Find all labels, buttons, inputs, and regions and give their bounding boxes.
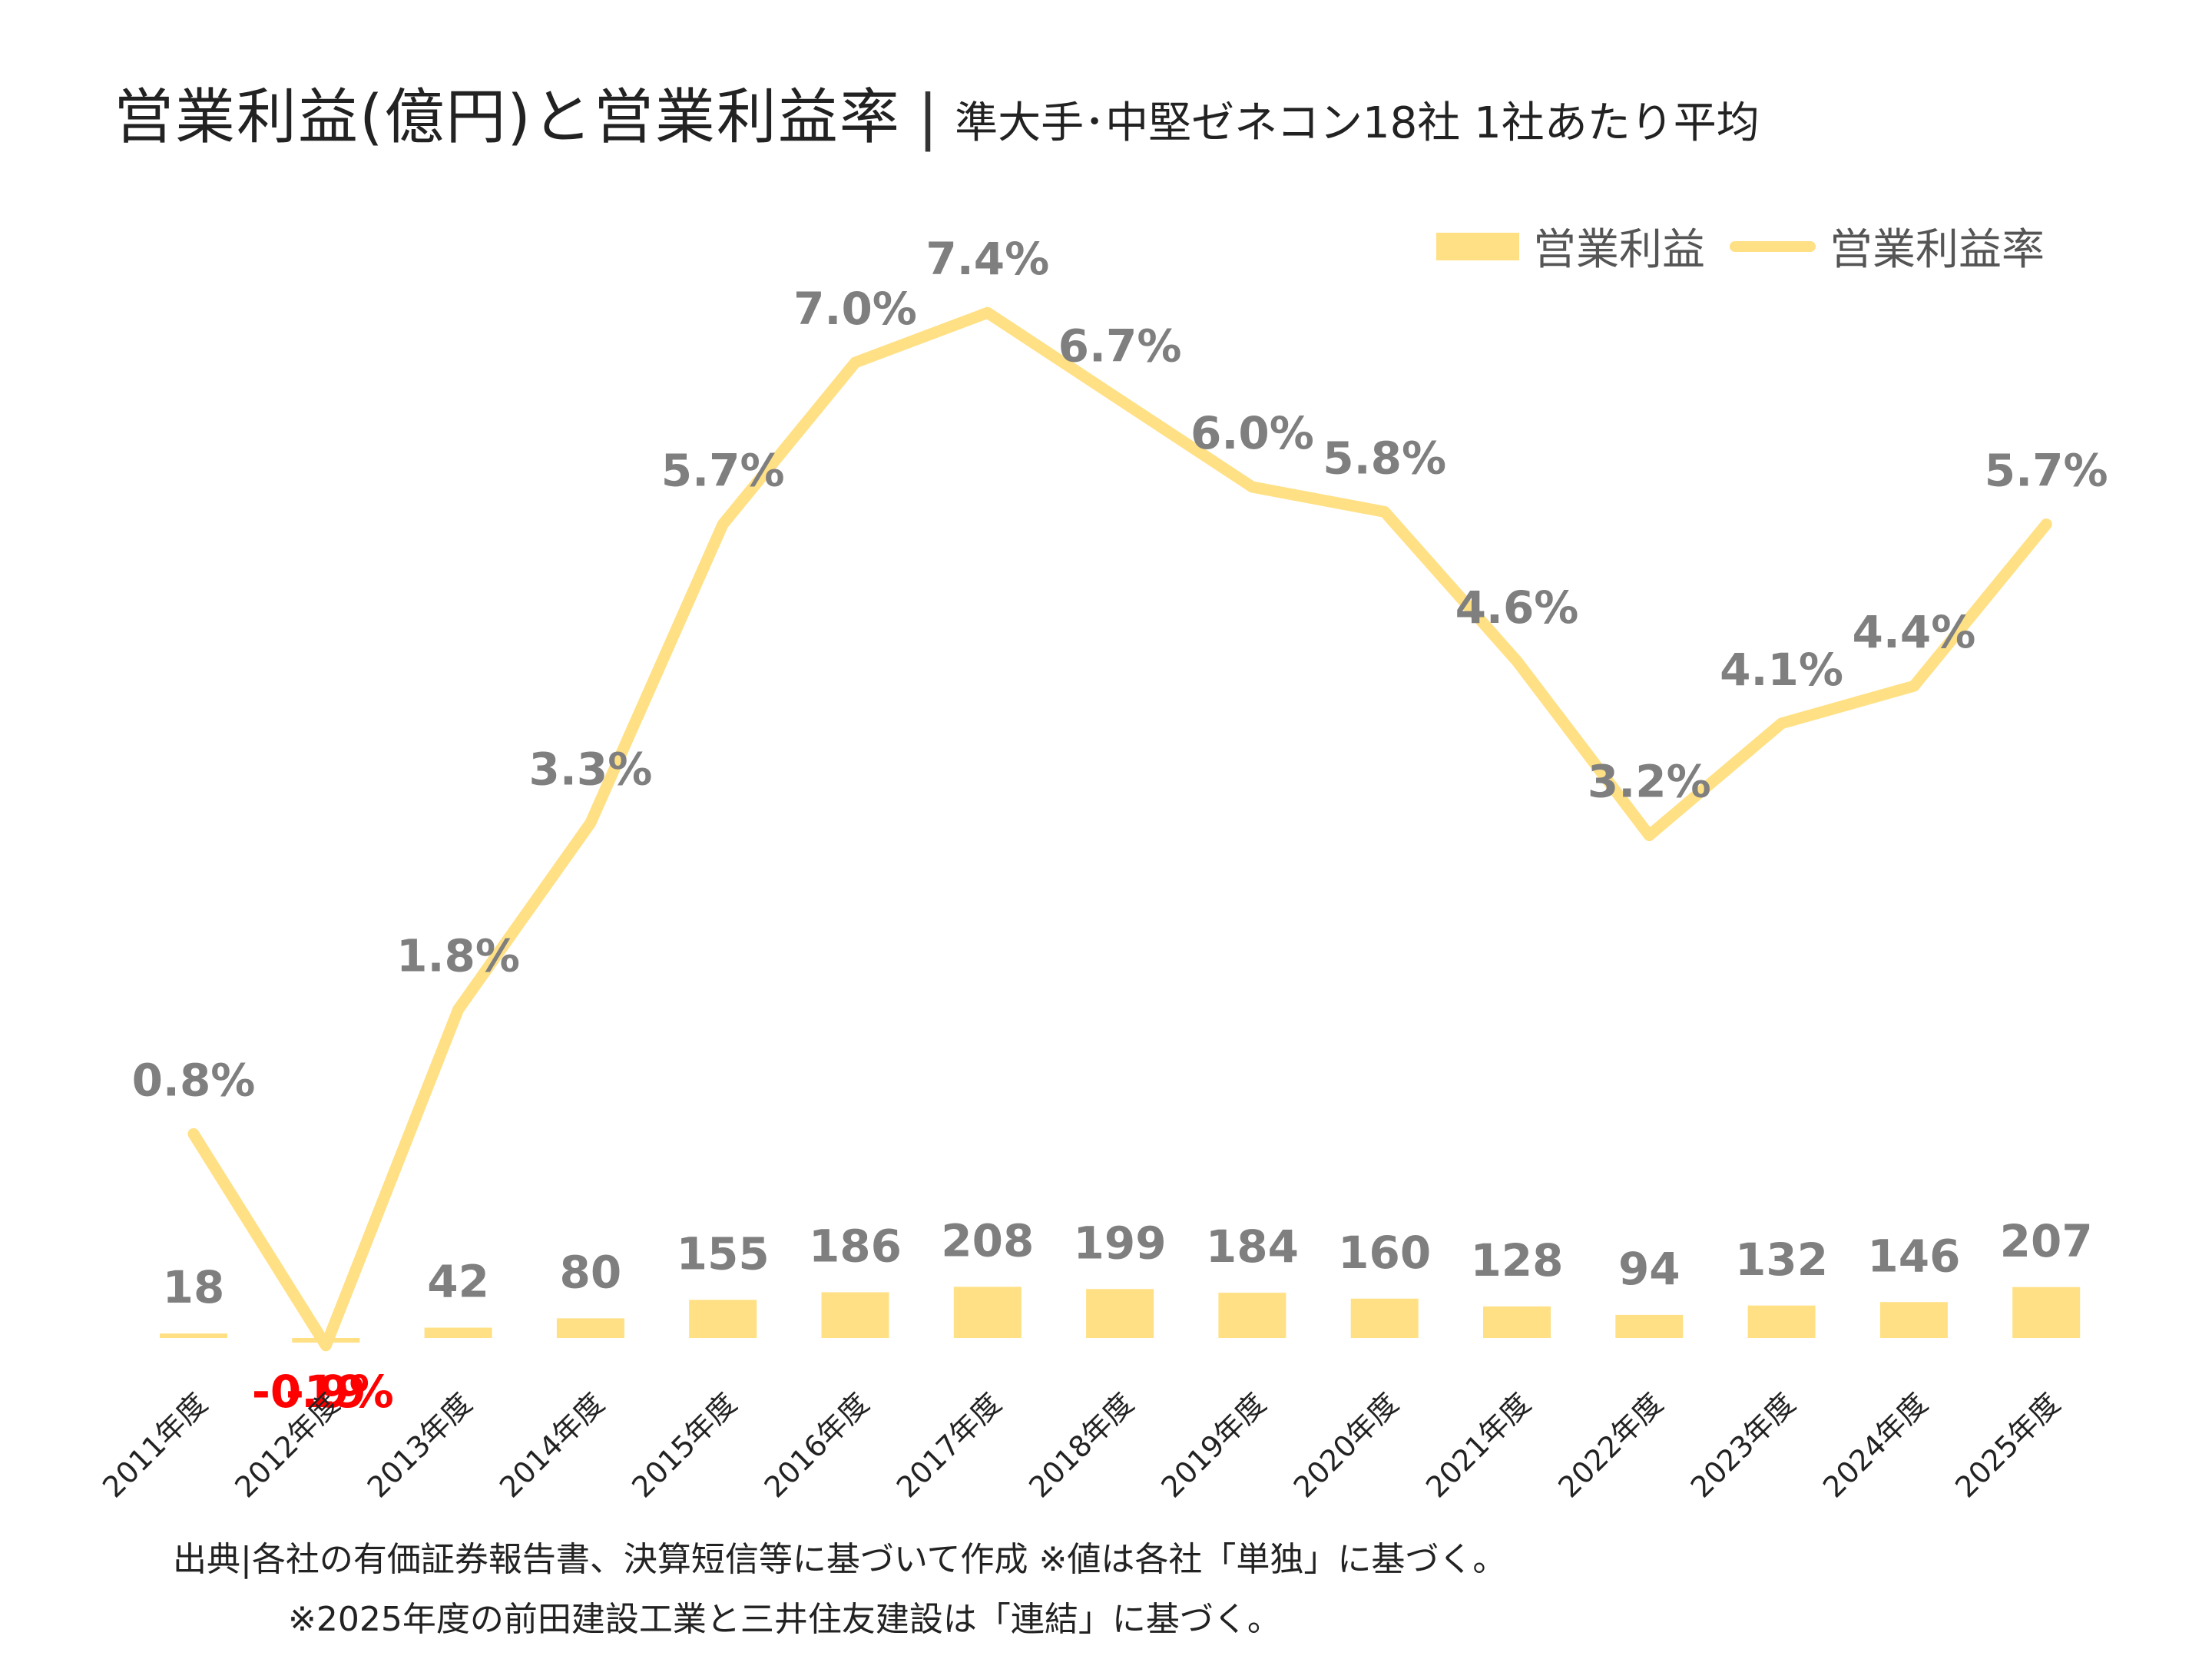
operating-profit-bar <box>953 1286 1022 1338</box>
operating-profit-bar <box>1615 1314 1684 1338</box>
operating-margin-point <box>191 1131 196 1137</box>
operating-profit-bar <box>821 1292 889 1338</box>
operating-profit-label: 199 <box>1074 1217 1167 1269</box>
x-axis-tick-label: 2022年度 <box>1551 1386 1669 1504</box>
x-axis-tick-label: 2019年度 <box>1155 1386 1273 1504</box>
legend-line-swatch <box>1730 240 1816 252</box>
operating-profit-label: 42 <box>427 1256 489 1308</box>
operating-margin-label: 0.8% <box>132 1054 256 1106</box>
operating-margin-label: 7.0% <box>793 283 917 335</box>
operating-profit-label: 160 <box>1338 1227 1431 1279</box>
legend-line-label: 営業利益率 <box>1830 225 2045 275</box>
x-axis-tick-label: 2025年度 <box>1949 1386 2066 1504</box>
x-axis-tick-label: 2015年度 <box>625 1386 743 1504</box>
legend: 営業利益 営業利益率 <box>1436 215 2045 277</box>
operating-margin-point <box>588 820 593 826</box>
operating-margin-label: 5.7% <box>1985 445 2108 497</box>
operating-profit-bar <box>1350 1298 1419 1338</box>
operating-profit-bar <box>2012 1286 2081 1338</box>
operating-profit-bar <box>1483 1306 1551 1338</box>
source-line-1: 出典|各社の有価証券報告書、決算短信等に基づいて作成 ※値は各社「単独」に基づく… <box>173 1540 1507 1579</box>
operating-profit-label: 208 <box>941 1214 1034 1267</box>
title-subtitle: 準大手･中堅ゼネコン18社 1社あたり平均 <box>955 98 1760 148</box>
operating-margin-label: 6.7% <box>1058 320 1182 373</box>
x-axis-tick-label: 2016年度 <box>758 1386 876 1504</box>
x-axis-tick-label: 2020年度 <box>1287 1386 1405 1504</box>
operating-margin-label: -0.9% <box>252 1366 394 1418</box>
operating-profit-label: 128 <box>1470 1234 1563 1286</box>
operating-profit-label: 80 <box>560 1246 622 1298</box>
operating-profit-bar <box>1218 1293 1286 1338</box>
operating-margin-point <box>2044 522 2049 527</box>
operating-margin-point <box>1779 720 1784 726</box>
operating-margin-point <box>720 522 726 527</box>
operating-profit-label: -19 <box>286 1366 366 1418</box>
x-axis-tick-label: 2011年度 <box>96 1386 214 1504</box>
operating-margin-label: 4.4% <box>1852 606 1975 658</box>
operating-profit-bar <box>689 1300 757 1338</box>
x-axis-tick-label: 2017年度 <box>890 1386 1008 1504</box>
operating-profit-label: 155 <box>677 1227 770 1280</box>
operating-profit-bar <box>160 1333 227 1338</box>
x-axis-tick-label: 2021年度 <box>1419 1386 1537 1504</box>
operating-margin-point <box>1911 684 1916 689</box>
operating-margin-label: 6.0% <box>1190 407 1314 459</box>
operating-profit-label: 132 <box>1735 1233 1828 1286</box>
source-note: 出典|各社の有価証券報告書、決算短信等に基づいて作成 ※値は各社「単独」に基づく… <box>173 1530 1506 1650</box>
operating-margin-point <box>853 360 858 365</box>
operating-profit-bar <box>1879 1302 1948 1338</box>
source-line-2: ※2025年度の前田建設工業と三井住友建設は「連結」に基づく。 <box>288 1600 1281 1639</box>
operating-margin-label: 3.2% <box>1588 756 1711 808</box>
operating-margin-point <box>1250 485 1255 489</box>
x-axis-tick-label: 2014年度 <box>493 1386 611 1504</box>
x-axis-tick-label: 2023年度 <box>1684 1386 1802 1504</box>
operating-profit-bar <box>1747 1305 1816 1338</box>
x-axis-tick-label: 2018年度 <box>1022 1386 1140 1504</box>
operating-margin-label: 5.7% <box>661 445 785 497</box>
operating-profit-label: 186 <box>809 1220 902 1272</box>
operating-margin-point <box>1118 397 1123 402</box>
operating-profit-label: 207 <box>2000 1215 2093 1267</box>
title-main: 営業利益(億円)と営業利益率 <box>114 83 901 152</box>
operating-margin-label: 5.8% <box>1323 432 1446 484</box>
operating-profit-label: 94 <box>1618 1243 1681 1295</box>
operating-margin-point <box>1647 833 1652 838</box>
operating-margin-point <box>323 1343 329 1348</box>
x-axis-tick-label: 2024年度 <box>1816 1386 1934 1504</box>
operating-profit-bar <box>556 1318 624 1338</box>
operating-margin-label: 4.1% <box>1720 644 1843 696</box>
legend-bar-label: 営業利益 <box>1533 225 1705 275</box>
chart-title: 営業利益(億円)と営業利益率 | 準大手･中堅ゼネコン18社 1社あたり平均 <box>114 69 1760 155</box>
operating-margin-point <box>455 1007 461 1012</box>
legend-bar-swatch <box>1436 232 1519 260</box>
operating-margin-label: 7.4% <box>926 233 1049 285</box>
operating-margin-point <box>985 310 990 316</box>
operating-margin-point <box>1382 509 1387 515</box>
operating-profit-bar <box>424 1327 492 1338</box>
operating-margin-line <box>187 306 2052 1352</box>
operating-margin-point <box>1515 658 1519 664</box>
operating-profit-label: 146 <box>1867 1230 1960 1282</box>
title-separator: | <box>917 83 939 152</box>
operating-profit-label: 18 <box>163 1261 225 1313</box>
operating-margin-label: 4.6% <box>1455 581 1579 634</box>
operating-profit-bar <box>1086 1289 1154 1338</box>
operating-margin-label: 3.3% <box>528 743 652 795</box>
operating-margin-label: 1.8% <box>396 929 520 982</box>
operating-profit-label: 184 <box>1206 1220 1299 1273</box>
